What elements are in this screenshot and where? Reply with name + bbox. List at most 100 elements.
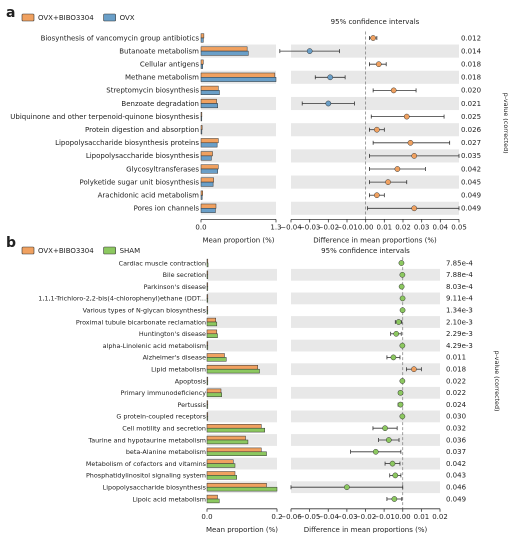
diff-point — [389, 460, 396, 467]
bar — [206, 282, 209, 287]
bar — [206, 333, 218, 338]
diff-point — [390, 87, 397, 94]
bar — [206, 329, 218, 335]
diff-point — [399, 413, 406, 420]
diff-point — [382, 425, 388, 432]
bar — [206, 435, 246, 441]
legend-swatch — [21, 246, 35, 255]
bar — [200, 190, 203, 196]
panel-letter: a — [6, 5, 15, 21]
bar — [206, 424, 262, 429]
bar — [200, 194, 203, 200]
bar — [200, 103, 218, 109]
bar — [206, 262, 209, 268]
p-value: 1.34e-3 — [446, 307, 473, 315]
diff-tick-label: −0.04 — [318, 513, 340, 521]
diff-tick-label: 0.01 — [377, 223, 393, 231]
bar — [200, 181, 214, 187]
bar — [206, 270, 209, 276]
bar — [206, 498, 220, 504]
category-label: Protein digestion and absorption — [85, 126, 199, 134]
category-label: Ubiquinone and other terpenoid-quinone b… — [10, 113, 199, 121]
bar — [206, 404, 209, 409]
p-value: 0.011 — [446, 354, 466, 362]
bar-x-label: Mean proportion (%) — [202, 236, 274, 244]
legend: OVX+BIBO3304 SHAM — [21, 246, 140, 255]
diff-x-label: Difference in mean proportions (%) — [313, 236, 437, 244]
bar — [206, 294, 209, 299]
diff-tick-label: −0.01 — [373, 513, 394, 521]
row-shade — [207, 457, 277, 470]
bar — [200, 208, 216, 213]
p-value-axis-label: p-value (corrected) — [502, 93, 508, 154]
p-value: 0.025 — [461, 113, 481, 121]
bar — [206, 459, 234, 464]
p-value: 0.014 — [461, 47, 482, 55]
diff-point — [397, 389, 404, 396]
bar — [206, 439, 249, 445]
diff-point — [385, 179, 391, 185]
category-label: Glycosyltransferases — [126, 165, 199, 173]
row-shade — [207, 410, 277, 423]
bar — [206, 475, 237, 480]
diff-point — [370, 35, 376, 41]
diff-x-label: Difference in mean proportions (%) — [304, 526, 428, 533]
row-shade — [207, 316, 277, 328]
bar — [206, 357, 227, 362]
diff-tick-label: −0.05 — [299, 513, 320, 521]
row-shade — [207, 268, 277, 281]
bar — [200, 77, 277, 82]
bar — [200, 151, 213, 157]
category-label: Various types of N-glycan biosynthesis — [83, 307, 207, 315]
diff-tick-label: 0.05 — [451, 223, 467, 231]
diff-point — [399, 342, 406, 349]
bar — [200, 116, 203, 122]
p-value: 0.035 — [461, 152, 481, 160]
diff-point — [327, 74, 334, 81]
bar — [200, 142, 218, 148]
bar — [200, 129, 203, 135]
p-value: 0.022 — [446, 389, 466, 397]
bar — [206, 368, 260, 374]
legend-swatch — [21, 13, 35, 22]
bar — [206, 376, 209, 382]
row-shade — [291, 70, 459, 84]
bar — [200, 203, 217, 209]
bar-x-label: Mean proportion (%) — [206, 526, 278, 533]
category-label: Alzheimer's disease — [143, 354, 207, 362]
diff-tick-label: 0.03 — [414, 223, 430, 231]
diff-point — [393, 330, 400, 337]
category-label: Huntington's disease — [139, 330, 206, 338]
diff-point — [411, 153, 418, 159]
diff-point — [403, 113, 410, 120]
diff-point — [306, 48, 313, 54]
category-label: G protein-coupled receptors — [116, 413, 206, 421]
bar — [200, 177, 214, 183]
row-shade — [291, 386, 440, 399]
bar — [200, 46, 248, 52]
diff-tick-label: 0.02 — [432, 513, 448, 521]
category-label: Phosphatidylinositol signaling system — [86, 472, 206, 480]
p-value: 0.042 — [446, 460, 466, 468]
diff-point — [344, 484, 350, 491]
bar — [206, 341, 209, 346]
category-label: Pertussis — [177, 401, 206, 409]
diff-point — [325, 100, 332, 107]
category-label: Polyketide sugar unit biosynthesis — [80, 178, 200, 186]
bar — [206, 471, 236, 476]
p-value: 0.022 — [446, 377, 466, 385]
diff-point — [411, 366, 417, 373]
bar-tick-label: 1.3 — [270, 223, 281, 231]
category-label: Arachidonic acid metabolism — [98, 192, 200, 200]
p-value: 0.037 — [446, 448, 466, 456]
bar — [206, 416, 209, 421]
bar — [200, 85, 219, 91]
category-label: Butanoate metabolism — [119, 47, 199, 55]
category-label: Lipopolysaccharide biosynthesis — [103, 484, 207, 492]
bar — [200, 63, 203, 69]
p-value: 7.85e-4 — [446, 259, 473, 267]
bar — [206, 353, 225, 358]
row-shade — [207, 339, 277, 352]
legend: OVX+BIBO3304 OVX — [21, 13, 135, 22]
